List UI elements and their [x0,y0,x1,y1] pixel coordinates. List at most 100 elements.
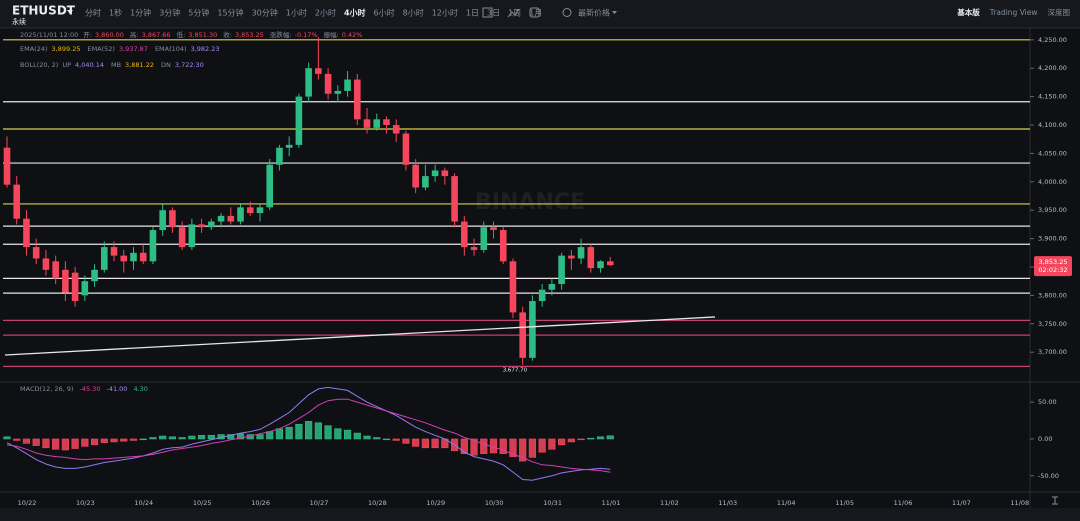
indicator-value: 4,040.14 [75,61,104,69]
x-tick-label: 11/08 [1010,499,1029,507]
macd-bar [61,438,69,451]
candle-body [490,227,497,231]
x-tick-label: 10/29 [426,499,445,507]
x-tick-label: 10/25 [193,499,212,507]
ohlc-value: 0.42% [342,31,363,39]
candle-body [110,247,118,256]
macd-bar [295,423,303,440]
candle-body [353,79,361,120]
interval-tab[interactable]: 1分钟 [130,8,151,18]
interval-tab[interactable]: 15分钟 [217,8,243,18]
icon-settings[interactable] [562,8,572,17]
macd-bar [81,438,89,447]
y-tick-label: 3,900.00 [1038,235,1067,243]
x-tick-label: 11/05 [835,499,854,507]
macd-bar [305,420,313,440]
ohlc-time: 2025/11/01 12:00 [20,31,78,39]
interval-tab[interactable]: 30分钟 [252,8,278,18]
view-tab[interactable]: 深度图 [1048,7,1071,17]
interval-tab[interactable]: 8小时 [403,8,424,18]
macd-bar [480,438,488,455]
symbol[interactable]: ETHUSDT [12,4,76,18]
macd-bar [363,435,371,440]
y-tick-label: 4,050.00 [1038,149,1067,157]
candle-body [227,215,235,222]
ohlc-value: 3,867.66 [142,31,171,39]
macd-bar [596,436,605,440]
y-tick-label: 4,000.00 [1038,178,1067,186]
x-tick-label: 10/27 [310,499,329,507]
interval-tab[interactable]: 2小时 [315,8,336,18]
indicator-value: 3,881.22 [125,61,154,69]
y-tick-label: 4,100.00 [1038,121,1067,129]
interval-tab[interactable]: 1小时 [286,8,307,18]
candle-body [538,289,546,302]
interval-tab[interactable]: 1周 [508,9,521,18]
x-tick-label: 11/03 [718,499,737,507]
candle-body [217,215,225,222]
macd-bar [3,436,11,440]
interval-tab[interactable]: 3分钟 [159,8,180,18]
macd-bar [275,428,284,440]
candle-body [266,164,274,208]
interval-tab[interactable]: 4小时 [344,8,366,18]
macd-bar [178,437,186,440]
macd-bar [168,436,177,440]
candle-body [334,90,342,94]
icon-layout[interactable] [529,7,540,18]
indicator-name: BOLL(20, 2) [20,61,58,69]
symbol-dropdown[interactable] [67,10,73,14]
interval-tab[interactable]: 3日 [487,9,500,18]
macd-bar [90,438,99,446]
candle-body [130,252,137,262]
interval-tab[interactable]: 1日 [466,9,479,18]
macd-bar [548,438,556,450]
view-tab[interactable]: 基本版 [956,7,980,17]
candle-body [159,210,166,231]
macd-bar [509,438,517,457]
candle-body [120,255,128,262]
candle-body [256,207,264,214]
macd-bar [353,432,361,440]
macd-bar [266,431,274,440]
contract-type: 永续 [12,17,26,26]
macd-bar [402,438,410,444]
candle-body [383,119,390,126]
candle-body [198,224,205,228]
axis-scale-icon[interactable] [1052,496,1058,505]
candle-body [81,281,89,296]
candle-body [3,147,11,185]
x-tick-label: 10/26 [251,499,270,507]
view-tab[interactable]: Trading View [989,8,1038,17]
interval-tab[interactable]: 1月 [529,9,542,18]
x-tick-label: 11/07 [952,499,971,507]
candle-body [519,312,526,358]
candle-body [392,125,400,134]
macd-bar [587,437,595,440]
candle-body [23,218,30,248]
candle-body [597,261,604,269]
watermark: BINANCE [475,190,585,215]
candle-body [52,261,59,279]
indicator-value: 3,937.87 [119,45,148,53]
interval-tab[interactable]: 分时 [85,8,101,18]
candle-body [324,73,332,94]
candle-body [237,207,244,222]
macd-bar [314,422,322,440]
candle-body [402,133,410,165]
candle-body [101,247,108,270]
interval-tab[interactable]: 6小时 [374,8,395,18]
macd-bar [52,438,60,450]
macd-bar [373,437,381,440]
icon-draw[interactable] [507,8,520,18]
candle-body [276,147,283,165]
macd-bar [188,435,196,440]
interval-tab[interactable]: 1秒 [109,8,122,18]
ohlc-value: 3,853.25 [235,31,264,39]
candle-body [412,164,419,188]
price-type[interactable]: 最新价格 [578,8,610,18]
icon-indicators[interactable] [482,7,493,18]
interval-tab[interactable]: 5分钟 [188,8,209,18]
interval-tab[interactable]: 12小时 [432,8,458,18]
candle-body [62,269,69,293]
